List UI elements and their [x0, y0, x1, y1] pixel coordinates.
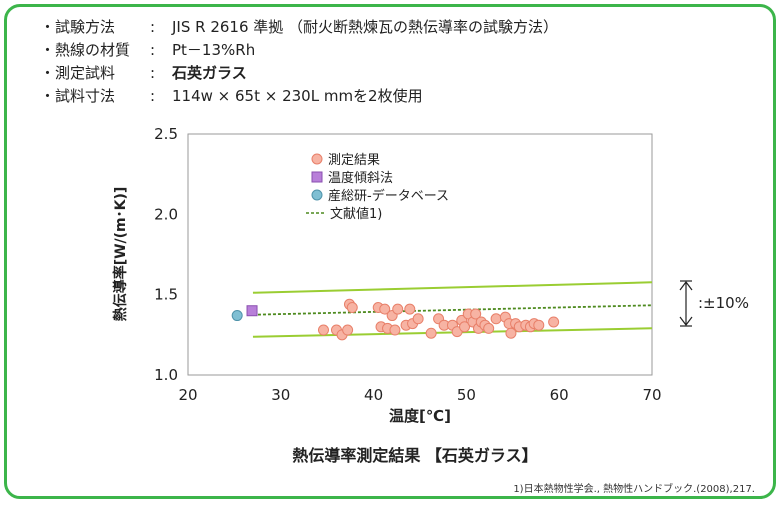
- measured-point: [346, 302, 358, 314]
- info-value: 114w × 65t × 230L mmを2枚使用: [172, 87, 423, 105]
- legend-aist-label: 産総研-データベース: [328, 188, 449, 204]
- x-tick-label: 70: [642, 386, 661, 404]
- y-tick-label: 2.5: [154, 125, 178, 143]
- measured-point: [548, 316, 560, 328]
- x-axis-label: 温度[℃]: [389, 407, 451, 425]
- plot-area: [187, 133, 653, 376]
- measured-point: [412, 313, 424, 325]
- legend: 測定結果 温度傾斜法 産総研-データベース 文献値1): [306, 153, 449, 222]
- measured-point: [404, 303, 416, 315]
- test-info: ・試験方法 : JIS R 2616 準拠 （耐火断熱煉瓦の熱伝導率の試験方法）…: [40, 16, 558, 108]
- x-tick-label: 30: [271, 386, 290, 404]
- measured-point: [470, 308, 482, 320]
- info-value: 石英ガラス: [172, 64, 247, 82]
- band-line: [252, 281, 653, 294]
- measured-point: [389, 324, 401, 336]
- legend-gradient-marker: [311, 171, 323, 183]
- frame-border: [4, 4, 776, 499]
- info-value: JIS R 2616 準拠 （耐火断熱煉瓦の熱伝導率の試験方法）: [172, 18, 559, 36]
- legend-literature-label: 文献値1): [330, 206, 382, 222]
- x-tick-label: 60: [550, 386, 569, 404]
- y-tick-label: 1.5: [154, 286, 178, 304]
- footnote: 1)日本熱物性学会., 熱物性ハンドブック.(2008),217.: [513, 482, 755, 495]
- band-annotation: :±10%: [679, 280, 749, 327]
- measured-point: [505, 327, 517, 339]
- info-separator: :: [150, 64, 156, 82]
- y-tick-label: 1.0: [154, 366, 178, 384]
- x-tick-label: 20: [178, 386, 197, 404]
- info-separator: :: [150, 41, 156, 59]
- info-label: ・試料寸法: [40, 87, 116, 105]
- aist-point: [231, 310, 243, 322]
- legend-gradient-label: 温度傾斜法: [328, 170, 393, 186]
- gradient-point: [246, 305, 258, 317]
- chart-title: 熱伝導率測定結果 【石英ガラス】: [292, 446, 537, 465]
- literature-line: [252, 304, 653, 316]
- info-separator: :: [150, 18, 156, 36]
- band-arrow-down-head: [679, 316, 693, 326]
- y-tick-label: 2.0: [154, 205, 178, 223]
- info-label: ・測定試料: [40, 64, 116, 82]
- measured-point: [392, 303, 404, 315]
- info-separator: :: [150, 87, 156, 105]
- measured-point: [379, 303, 391, 315]
- measured-point: [533, 319, 545, 331]
- info-value: Pt－13%Rh: [172, 41, 256, 59]
- info-row-size: ・試料寸法 : 114w × 65t × 230L mmを2枚使用: [40, 85, 558, 108]
- y-axis-label: 熱伝導率[W/(m･K)]: [112, 187, 129, 322]
- measured-point: [459, 321, 471, 333]
- measured-point: [483, 322, 495, 334]
- measured-point: [490, 313, 502, 325]
- info-label: ・試験方法: [40, 18, 116, 36]
- info-label: ・熱線の材質: [40, 41, 131, 59]
- legend-aist-marker: [311, 189, 323, 201]
- info-row-sample: ・測定試料 : 石英ガラス: [40, 62, 558, 85]
- info-row-method: ・試験方法 : JIS R 2616 準拠 （耐火断熱煉瓦の熱伝導率の試験方法）: [40, 16, 558, 39]
- x-tick-label: 50: [457, 386, 476, 404]
- measured-point: [425, 327, 437, 339]
- measured-point: [342, 324, 354, 336]
- legend-measured-label: 測定結果: [328, 153, 380, 168]
- legend-measured-marker: [311, 153, 323, 165]
- x-tick-label: 40: [364, 386, 383, 404]
- band-arrow-up-head: [679, 281, 693, 291]
- info-row-wire: ・熱線の材質 : Pt－13%Rh: [40, 39, 558, 62]
- band-label: :±10%: [698, 294, 749, 312]
- measured-point: [317, 324, 329, 336]
